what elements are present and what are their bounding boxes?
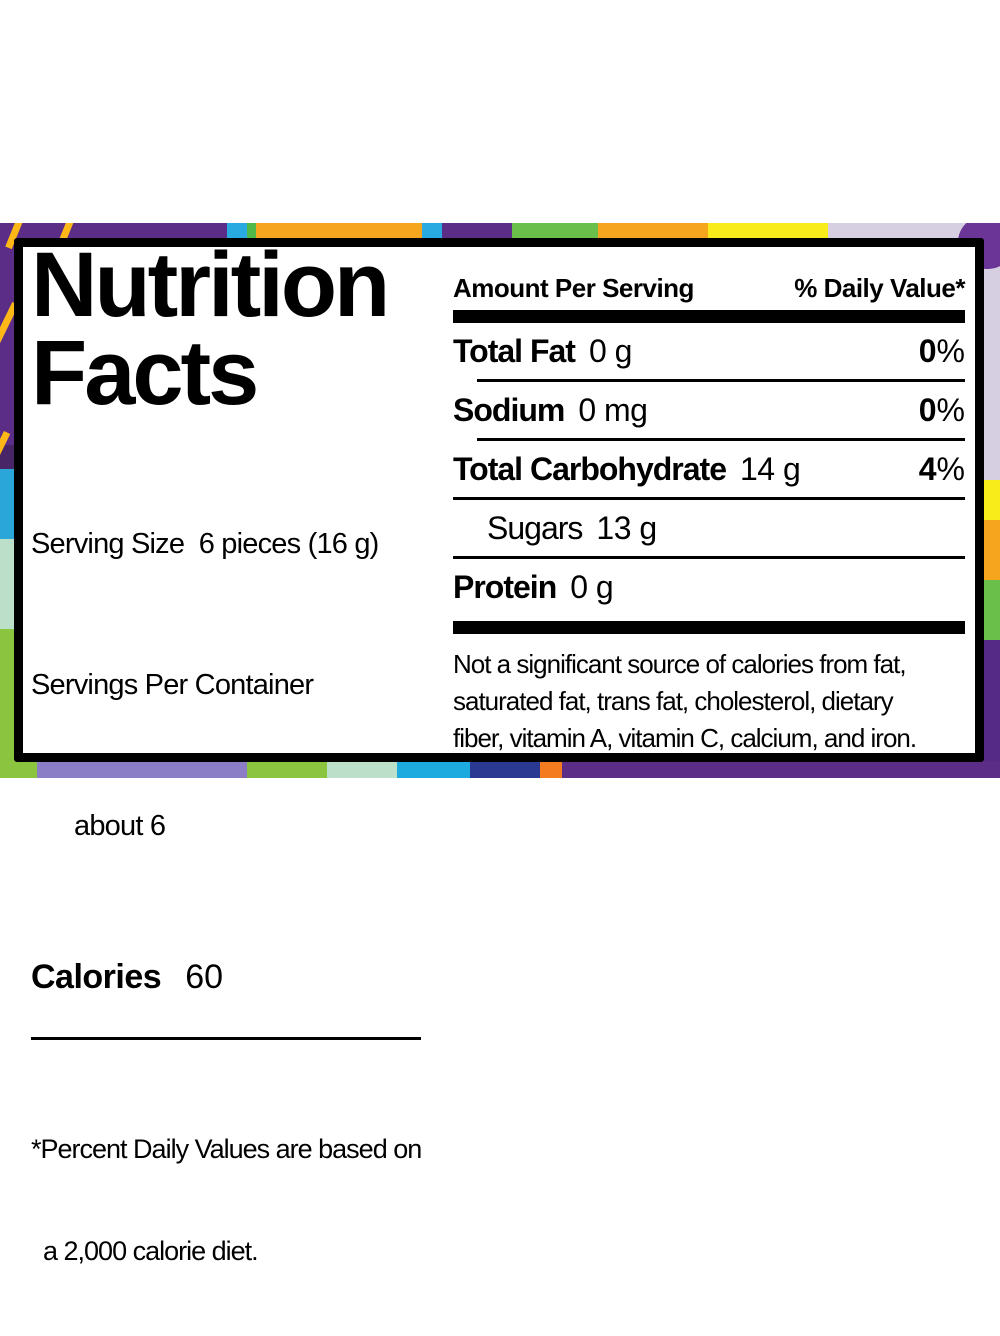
left-column-divider	[31, 1037, 421, 1040]
calories-value: 60	[185, 958, 224, 996]
calories-label: Calories	[31, 958, 162, 996]
wrapper-right-stripes	[983, 223, 1000, 778]
serving-size-line: Serving Size 6 pieces (16 g)	[31, 528, 379, 560]
nutrition-facts-label: Nutrition Facts Serving Size 6 pieces (1…	[14, 238, 984, 1266]
daily-value-percent: 4%	[918, 450, 965, 487]
nutrient-row-total-fat: Total Fat 0 g 0%	[453, 323, 965, 379]
row-divider	[477, 438, 965, 441]
nutrient-amount: 14 g	[740, 450, 801, 487]
title-line-1: Nutrition	[31, 234, 390, 336]
nutrient-amount: 0 g	[588, 332, 632, 369]
nutrient-amount: 0 g	[570, 568, 614, 605]
nutrients-header-row: Amount Per Serving % Daily Value*	[453, 273, 965, 304]
daily-value-percent: 0%	[918, 391, 965, 428]
row-divider	[477, 379, 965, 382]
nutrient-row-total-carbohydrate: Total Carbohydrate 14 g 4%	[453, 441, 965, 497]
header-divider-bar	[453, 310, 965, 323]
nutrient-name: Sugars	[487, 509, 583, 546]
nutrient-row-protein: Protein 0 g	[453, 559, 965, 615]
nutrient-row-sugars: Sugars 13 g	[453, 500, 965, 556]
not-significant-note-line-1: Not a significant source of calories fro…	[453, 649, 907, 679]
not-significant-note-line-2: saturated fat, trans fat, cholesterol, d…	[453, 686, 894, 716]
serving-info: Serving Size 6 pieces (16 g) Servings Pe…	[31, 427, 453, 944]
nutrient-row-sodium: Sodium 0 mg 0%	[453, 382, 965, 438]
not-significant-note-line-3: fiber, vitamin A, vitamin C, calcium, an…	[453, 723, 917, 753]
daily-value-header: % Daily Value*	[794, 273, 965, 303]
daily-value-percent: 0%	[918, 332, 965, 369]
nutrient-name: Sodium	[453, 391, 565, 428]
row-divider	[453, 497, 965, 500]
calories-row: Calories 60	[31, 958, 453, 997]
nutrient-name: Total Carbohydrate	[453, 450, 727, 487]
wrapper-left-stripes	[0, 223, 16, 778]
nutrient-amount: 0 mg	[578, 391, 648, 428]
title-line-2: Facts	[31, 322, 259, 424]
nutrient-name: Protein	[453, 568, 557, 605]
row-divider	[453, 556, 965, 559]
not-significant-note: Not a significant source of calories fro…	[453, 646, 965, 757]
servings-per-container-line: Servings Per Container	[31, 669, 314, 701]
label-right-column: Amount Per Serving % Daily Value* Total …	[453, 247, 975, 753]
wrapper-top-stripes	[0, 223, 1000, 241]
daily-values-footnote-line-2: a 2,000 calorie diet.	[43, 1236, 259, 1266]
daily-values-footnote-line-1: *Percent Daily Values are based on	[31, 1134, 422, 1164]
candy-wrapper-background	[0, 223, 1000, 778]
protein-divider-bar	[453, 621, 965, 634]
nutrient-name: Total Fat	[453, 332, 576, 369]
wrapper-bottom-stripes	[0, 761, 1000, 778]
daily-values-footnote: *Percent Daily Values are based on a 2,0…	[31, 1064, 453, 1336]
nutrient-amount: 13 g	[596, 509, 657, 546]
servings-about-line: about 6	[74, 810, 166, 842]
nutrition-facts-title: Nutrition Facts	[31, 234, 453, 424]
label-left-column: Nutrition Facts Serving Size 6 pieces (1…	[23, 239, 453, 1266]
amount-per-serving-header: Amount Per Serving	[453, 273, 694, 303]
